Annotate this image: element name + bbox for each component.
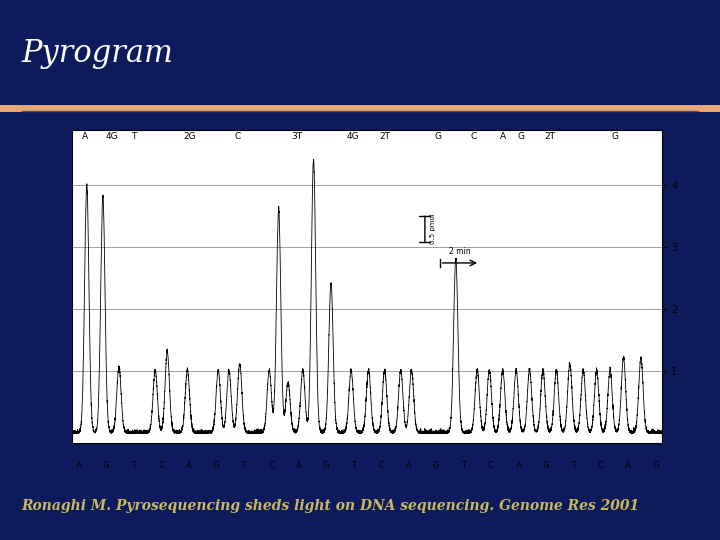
Text: Ronaghi M. Pyrosequencing sheds light on DNA sequencing. Genome Res 2001: Ronaghi M. Pyrosequencing sheds light on…	[22, 499, 640, 513]
Text: C: C	[488, 461, 494, 470]
Text: T: T	[241, 461, 246, 470]
Text: T: T	[461, 461, 466, 470]
Text: A: A	[500, 132, 506, 141]
Text: A: A	[626, 461, 631, 470]
Text: 2T: 2T	[379, 132, 390, 141]
Text: G: G	[213, 461, 220, 470]
Text: 4G: 4G	[106, 132, 119, 141]
Text: C: C	[598, 461, 603, 470]
Text: G: G	[612, 132, 618, 141]
Text: G: G	[435, 132, 441, 141]
Text: Pyrogram: Pyrogram	[22, 38, 174, 69]
Text: A: A	[516, 461, 521, 470]
Text: G: G	[543, 461, 549, 470]
Text: G: G	[433, 461, 439, 470]
Text: C: C	[268, 461, 274, 470]
Text: 2T: 2T	[545, 132, 556, 141]
Text: T: T	[131, 132, 137, 141]
Text: 0.5 pmol: 0.5 pmol	[430, 213, 436, 244]
Text: T: T	[351, 461, 356, 470]
Text: G: G	[323, 461, 329, 470]
Text: C: C	[234, 132, 240, 141]
Text: G: G	[652, 461, 659, 470]
Text: C: C	[378, 461, 384, 470]
Text: A: A	[76, 461, 81, 470]
Text: T: T	[571, 461, 576, 470]
Text: 3T: 3T	[291, 132, 302, 141]
Text: A: A	[296, 461, 302, 470]
Text: 4G: 4G	[346, 132, 359, 141]
Text: 2G: 2G	[184, 132, 197, 141]
Text: T: T	[131, 461, 136, 470]
Text: G: G	[103, 461, 109, 470]
Text: C: C	[470, 132, 477, 141]
Text: A: A	[186, 461, 192, 470]
Text: C: C	[158, 461, 164, 470]
Text: G: G	[517, 132, 524, 141]
Text: A: A	[405, 461, 411, 470]
Text: 2 min: 2 min	[449, 246, 471, 255]
Text: A: A	[82, 132, 88, 141]
